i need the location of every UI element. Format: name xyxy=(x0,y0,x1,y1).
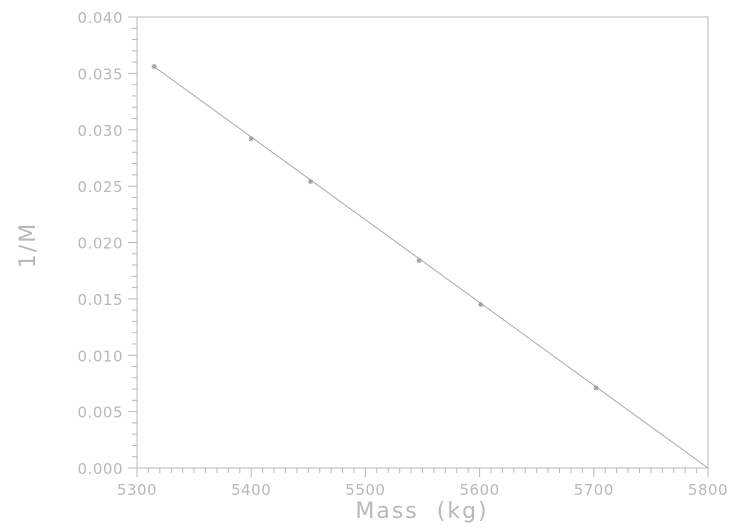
x-tick-label: 5500 xyxy=(345,481,385,499)
y-tick-label: 0.025 xyxy=(78,178,123,196)
data-point xyxy=(593,385,599,391)
y-tick-label: 0.000 xyxy=(78,460,123,478)
tick-marks xyxy=(128,16,709,477)
y-tick-label: 0.020 xyxy=(78,235,123,253)
fit-line-group xyxy=(153,66,709,469)
x-tick-label: 5400 xyxy=(231,481,271,499)
y-tick-label: 0.010 xyxy=(78,347,123,365)
x-axis-title: Mass (kg) xyxy=(355,499,488,524)
y-axis-title: 1/M xyxy=(16,222,41,268)
x-tick-label: 5300 xyxy=(117,481,157,499)
plot-frame xyxy=(136,16,709,469)
y-tick-label: 0.030 xyxy=(78,122,123,140)
y-tick-labels: 0.000 0.005 0.010 0.015 0.020 0.025 0.030 0.035… xyxy=(78,9,123,478)
data-point xyxy=(307,179,314,185)
y-tick-label: 0.040 xyxy=(78,9,123,27)
data-point xyxy=(151,64,157,70)
data-points xyxy=(151,64,599,391)
x-tick-label: 5800 xyxy=(688,481,728,499)
x-tick-labels: 5300 5400 5500 5600 5700 5800 xyxy=(117,481,728,499)
y-tick-label: 0.015 xyxy=(78,291,123,309)
x-tick-label: 5700 xyxy=(574,481,614,499)
y-tick-label: 0.005 xyxy=(78,404,123,422)
data-point xyxy=(248,136,254,142)
data-point xyxy=(478,301,484,308)
data-point xyxy=(416,257,422,264)
y-tick-label: 0.035 xyxy=(78,65,123,83)
x-tick-label: 5600 xyxy=(460,481,500,499)
fit-line xyxy=(153,66,709,469)
